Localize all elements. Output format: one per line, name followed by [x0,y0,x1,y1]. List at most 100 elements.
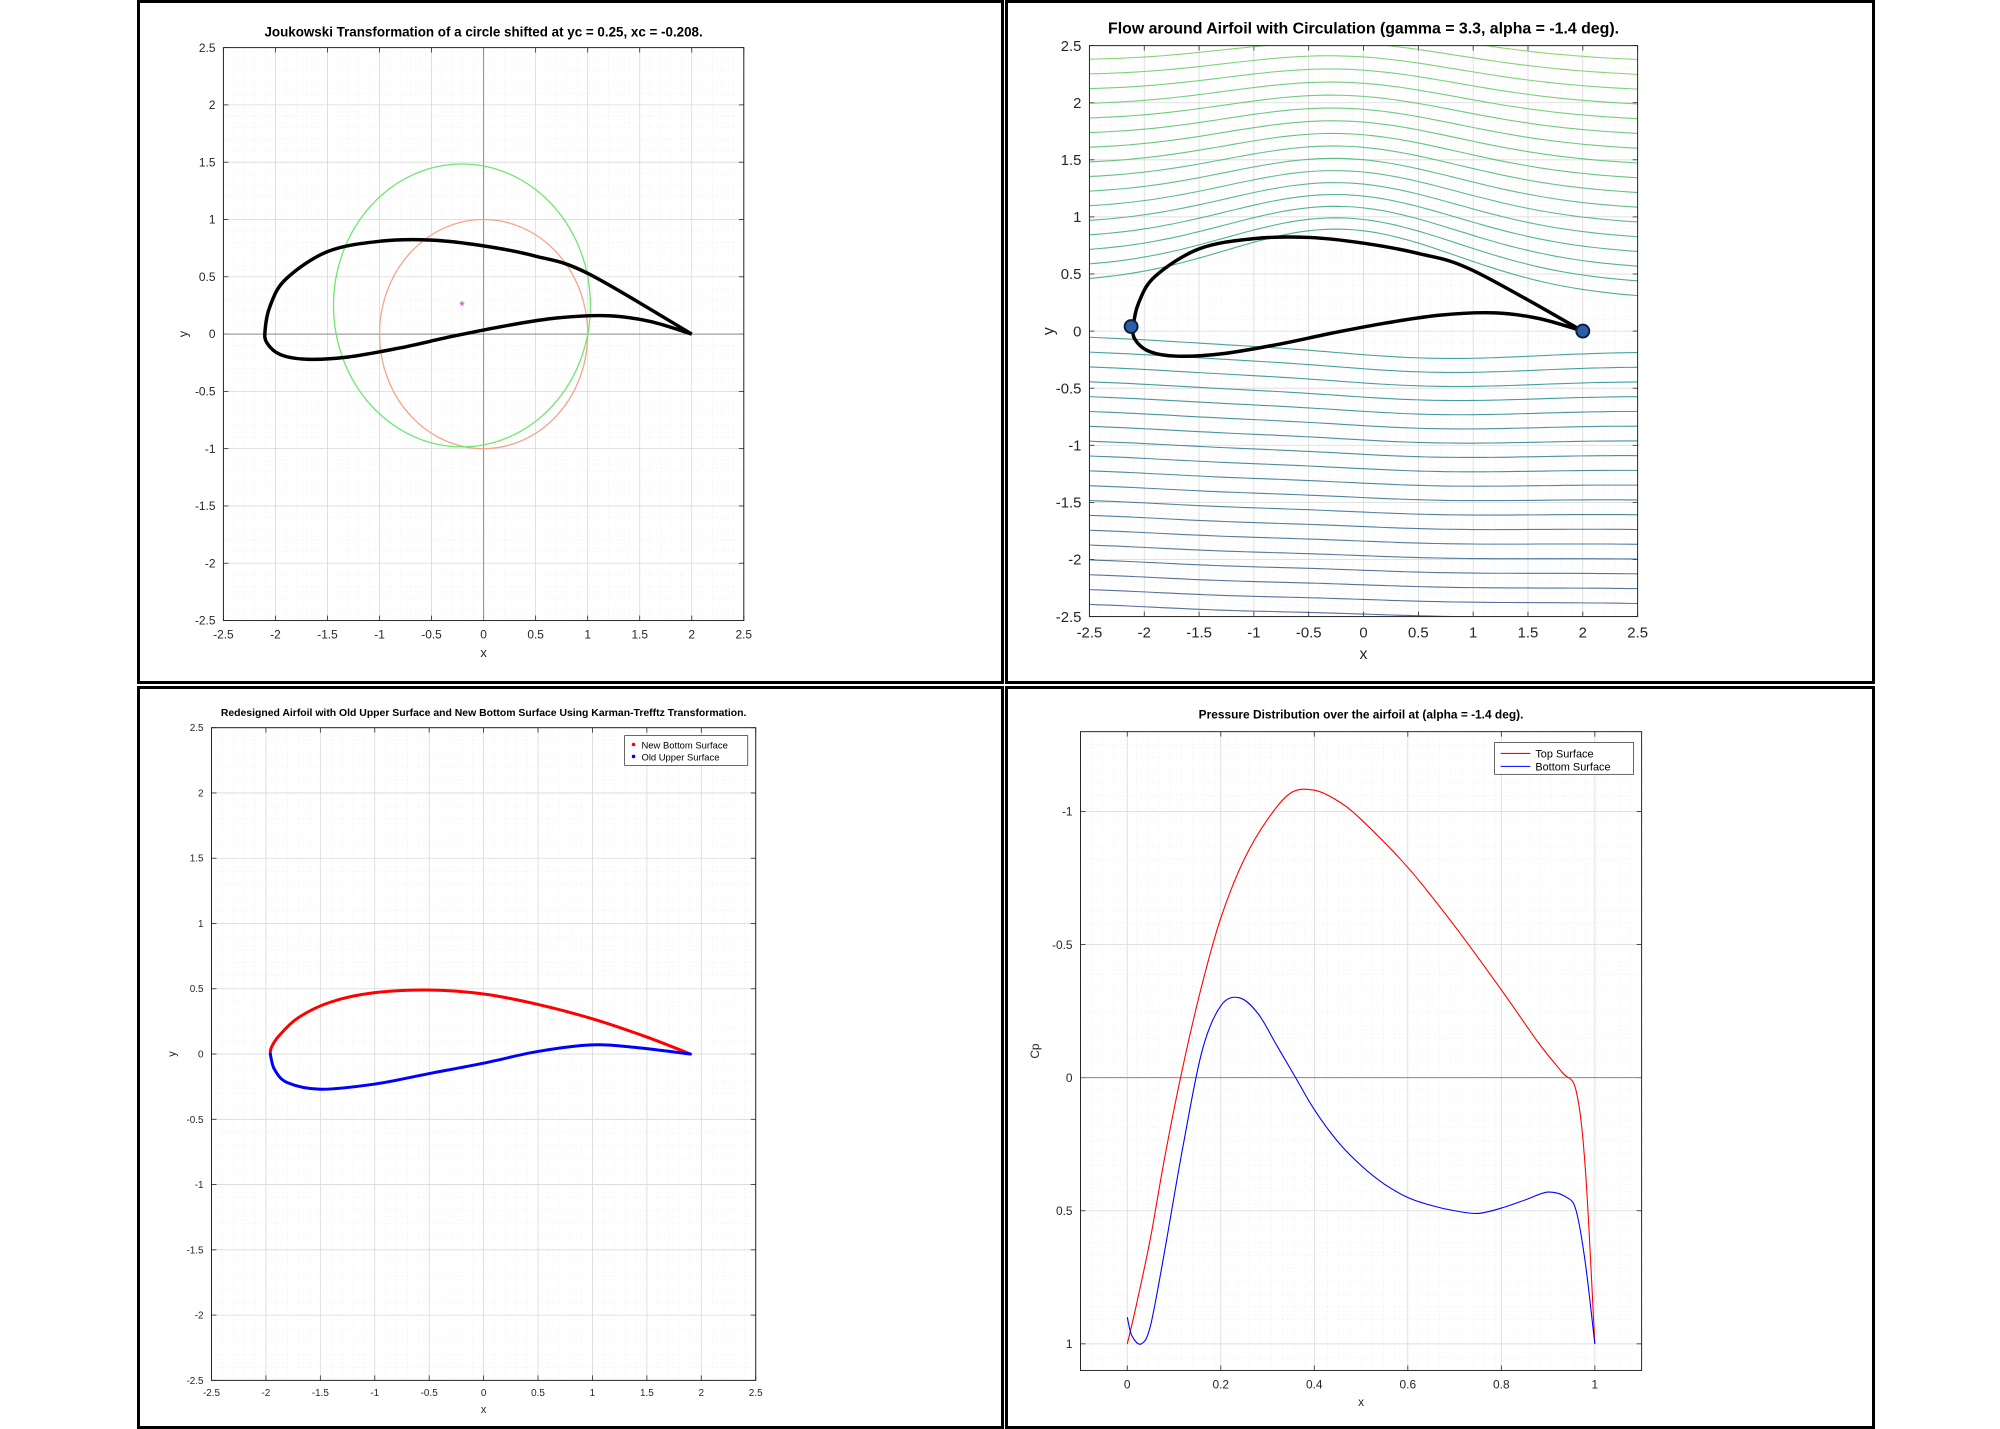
redesigned-airfoil-chart: -2.5 -2 -1.5 -1 -0.5 0 0.5 1 1.5 2 2.5 2.5 2 1.5 1 0.5 0… [167,708,763,1416]
x-tick-label: -2 [262,1388,271,1399]
pressure-chart: 0 0.2 0.4 0.6 0.8 1 -1 -0.5 0 0.5 1 Top SurfaceBott… [1028,708,1643,1409]
y-tick-label: -2.5 [186,1376,204,1387]
chart-title: Joukowski Transformation of a circle shi… [264,25,702,40]
x-tick-label: 0.5 [527,627,544,641]
y-tick-label: 2.5 [1061,39,1082,55]
x-tick-label: 0 [1124,1377,1131,1391]
x-axis-label: x [1360,646,1368,663]
streamline [1089,381,1638,402]
streamline [1089,228,1638,297]
x-tick-label: -2.5 [203,1388,221,1399]
streamline [1089,514,1638,531]
x-tick-label: 0.8 [1493,1377,1510,1391]
y-axis-label: y [1041,327,1058,335]
y-tick-label: -1 [195,1180,204,1191]
x-tick-label: 1.5 [640,1388,654,1399]
joukowski-chart: -2.5 -2 -1.5 -1 -0.5 0 0.5 1 1.5 2 2.5 2.5 2 1.5 1 0.5 0… [176,25,753,660]
streamline [1089,544,1638,560]
bottom-surface-line [1126,996,1596,1345]
streamline [1089,440,1638,459]
streamline [1089,559,1638,575]
legend-box [624,735,749,766]
y-tick-label: 0.5 [190,984,204,995]
streamlines [1089,45,1638,617]
streamline [1089,145,1638,194]
x-tick-label: 1 [1592,1377,1599,1391]
streamline [1089,170,1638,223]
y-tick-label: -1 [1062,805,1073,819]
pressure-panel: 0 0.2 0.4 0.6 0.8 1 -1 -0.5 0 0.5 1 Top Surface Bott… [1005,686,1875,1429]
y-tick-label: 2.5 [199,41,216,55]
y-tick-label: 0 [1073,324,1081,340]
y-tick-label: -2.5 [1056,610,1082,626]
x-tick-label: 0.5 [531,1388,545,1399]
flow-chart: -2.5 -2 -1.5 -1 -0.5 0 0.5 1 1.5 2 2.5 2.5 2 1.5 1 0.5 0… [1041,21,1648,663]
x-tick-label: 0 [480,627,487,641]
x-tick-label: 2.5 [736,627,753,641]
legend-label: Top Surface [1535,748,1593,760]
y-tick-label: 0 [1066,1071,1073,1085]
redesigned-airfoil-panel: -2.5 -2 -1.5 -1 -0.5 0 0.5 1 1.5 2 2.5 2.5 2 1.5 1 0.5 0… [137,686,1004,1429]
x-axis-label: x [481,1404,487,1416]
x-tick-label: 0 [481,1388,487,1399]
streamline [1089,425,1638,444]
minor-grid [1080,731,1642,1371]
x-tick-label: -2.5 [213,627,234,641]
y-tick-label: 0 [198,1050,204,1061]
y-axis-label: y [167,1051,179,1057]
streamline [1089,81,1638,120]
axes-box [1088,45,1639,618]
axes-box [1080,731,1643,1371]
streamline [1089,410,1638,430]
x-tick-label: 1 [590,1388,596,1399]
chart-title: Pressure Distribution over the airfoil a… [1199,708,1524,722]
y-tick-label: -1.5 [195,499,216,513]
legend-marker [631,742,636,747]
y-tick-label: 2 [1073,96,1081,112]
x-tick-label: -2 [270,627,281,641]
y-tick-label: 0.5 [1056,1204,1073,1218]
x-tick-label: 2 [688,627,695,641]
plot-content [1080,788,1642,1345]
streamline [1481,45,1638,61]
center-marker: * [459,297,465,313]
streamline [1089,396,1638,416]
y-tick-label: 1 [1073,210,1081,226]
y-tick-label: -2 [205,556,216,570]
streamline [1089,94,1638,134]
x-tick-label: -2.5 [1077,625,1103,641]
y-tick-label: -2.5 [195,614,216,628]
streamline [1089,603,1497,617]
y-tick-label: -0.5 [195,385,216,399]
y-tick-label: -0.5 [186,1115,204,1126]
x-tick-label: 1 [1469,625,1477,641]
x-tick-label: 1 [584,627,591,641]
y-tick-label: 1 [209,213,216,227]
legend-label: Bottom Surface [1535,761,1610,773]
y-tick-label: 2.5 [190,723,204,734]
x-tick-label: -2 [1138,625,1151,641]
chart-title: Redesigned Airfoil with Old Upper Surfac… [221,708,747,719]
tick-marks [1080,731,1642,1371]
x-tick-label: 0.6 [1400,1377,1417,1391]
streamline [1089,157,1638,208]
new-bottom-surface-line [268,988,692,1056]
y-tick-label: 0.5 [199,270,216,284]
streamline [1089,529,1638,545]
plot-content [268,988,692,1091]
y-tick-label: -0.5 [1052,938,1073,952]
y-tick-label: 1.5 [190,854,204,865]
legend-label: Old Upper Surface [642,751,720,762]
y-tick-label: 2 [198,788,204,799]
streamline [1089,120,1638,164]
streamline [1089,336,1638,359]
x-tick-label: -0.5 [1296,625,1322,641]
y-tick-label: 0.5 [1061,267,1082,283]
streamline [1089,470,1638,487]
y-tick-label: -2 [195,1311,204,1322]
streamline [1089,366,1638,388]
x-tick-label: 0.5 [1408,625,1429,641]
streamline [1089,455,1638,473]
